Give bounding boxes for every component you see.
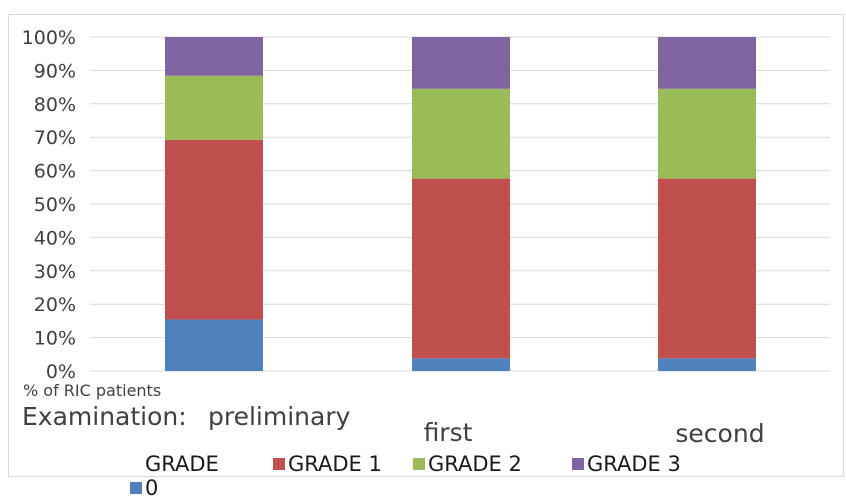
y-tick-label: 50% bbox=[34, 194, 76, 216]
bar-segment bbox=[165, 319, 263, 371]
x-tick-label: second bbox=[675, 419, 764, 448]
bar-segment bbox=[165, 75, 263, 140]
y-tick-label: 0% bbox=[46, 361, 76, 383]
legend-item-grade-3: GRADE 3 bbox=[572, 452, 681, 476]
legend-label: GRADE 0 bbox=[145, 452, 219, 500]
y-tick-label: 70% bbox=[34, 127, 76, 149]
y-tick-label: 10% bbox=[34, 328, 76, 350]
legend-swatch bbox=[413, 458, 425, 470]
bar-segment bbox=[412, 37, 510, 89]
y-tick-label: 20% bbox=[34, 294, 76, 316]
legend-swatch bbox=[572, 458, 584, 470]
legend-label: GRADE 3 bbox=[587, 452, 681, 476]
bar-segment bbox=[658, 178, 756, 359]
legend-item-grade-0: GRADE 0 bbox=[130, 452, 240, 500]
y-tick-label: 80% bbox=[34, 94, 76, 116]
legend-label: GRADE 1 bbox=[288, 452, 382, 476]
bar-segment bbox=[165, 37, 263, 76]
legend: GRADE 0 GRADE 1 GRADE 2 GRADE 3 bbox=[0, 452, 846, 500]
bar-segment bbox=[412, 178, 510, 359]
bar-segment bbox=[658, 358, 756, 371]
legend-swatch bbox=[273, 458, 285, 470]
y-axis-label: % of RIC patients bbox=[23, 381, 161, 400]
x-tick-label: first bbox=[424, 418, 473, 447]
x-tick-label: preliminary bbox=[208, 402, 351, 431]
bar-segment bbox=[412, 358, 510, 371]
legend-label: GRADE 2 bbox=[428, 452, 522, 476]
legend-item-grade-1: GRADE 1 bbox=[273, 452, 382, 476]
legend-item-grade-2: GRADE 2 bbox=[413, 452, 522, 476]
bar-segment bbox=[165, 139, 263, 320]
y-tick-label: 90% bbox=[34, 60, 76, 82]
legend-swatch bbox=[130, 482, 142, 494]
x-axis-prefix: Examination: bbox=[22, 402, 187, 431]
y-tick-label: 60% bbox=[34, 161, 76, 183]
bar-segment bbox=[412, 88, 510, 179]
y-tick-label: 100% bbox=[22, 27, 76, 49]
bar-segment bbox=[658, 88, 756, 179]
y-tick-label: 30% bbox=[34, 261, 76, 283]
bar-segment bbox=[658, 37, 756, 89]
y-tick-label: 40% bbox=[34, 227, 76, 249]
